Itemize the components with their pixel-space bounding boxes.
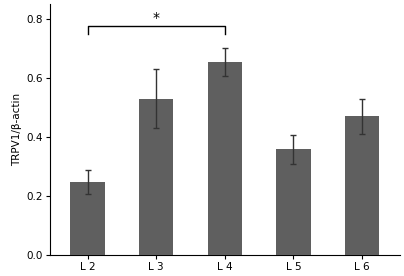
Text: *: * (153, 11, 160, 25)
Bar (139, 99, 173, 255)
Bar (208, 62, 242, 255)
Y-axis label: TRPV1/β-actin: TRPV1/β-actin (12, 93, 22, 166)
Bar (345, 116, 379, 255)
Bar (70, 182, 105, 255)
Bar (276, 149, 311, 255)
